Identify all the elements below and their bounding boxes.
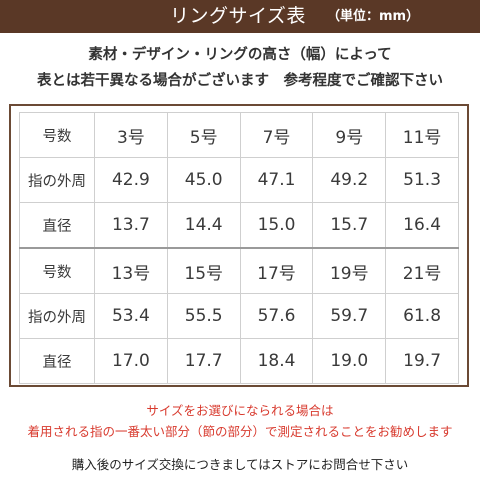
circumference-cell: 55.5	[166, 293, 241, 339]
size-cell: 11号	[385, 112, 459, 158]
size-cell: 7号	[239, 112, 314, 158]
circumference-cell: 51.3	[385, 157, 459, 203]
size-cell: 17号	[239, 247, 314, 294]
measurement-note-line-1: サイズをお選びになられる場合は	[146, 403, 334, 418]
diameter-cell: 15.7	[312, 202, 387, 249]
unit-label: （単位：mm）	[327, 9, 420, 24]
measurement-note-line-2: 着用される指の一番太い部分（節の部分）で測定されることをお勧めします	[27, 424, 453, 439]
size-cell: 9号	[312, 112, 387, 158]
circumference-cell: 42.9	[94, 157, 168, 203]
table-row-circumference: 指の外周 42.9 45.0 47.1 49.2 51.3	[19, 157, 459, 203]
size-cell: 15号	[166, 247, 241, 294]
diameter-cell: 16.4	[385, 202, 459, 249]
table-row-size-numbers: 号数 3号 5号 7号 9号 11号	[19, 112, 459, 158]
notice-line-1: 素材・デザイン・リングの高さ（幅）によって	[88, 47, 392, 63]
size-cell: 13号	[94, 247, 168, 294]
table-row-diameter: 直径 13.7 14.4 15.0 15.7 16.4	[19, 202, 459, 249]
size-cell: 19号	[312, 247, 387, 294]
header-bar: リングサイズ表 （単位：mm）	[0, 0, 480, 33]
diameter-cell: 14.4	[166, 202, 241, 249]
diameter-cell: 13.7	[94, 202, 168, 249]
diameter-cell: 19.0	[312, 338, 387, 384]
row-label-size: 号数	[19, 247, 95, 294]
diameter-cell: 15.0	[239, 202, 314, 249]
row-label-size: 号数	[19, 112, 95, 158]
notice-line-2: 表とは若干異なる場合がございます 参考程度でご確認下さい	[37, 73, 443, 89]
size-table-frame: 号数 3号 5号 7号 9号 11号 指の外周 42.9 45.0 47.1 4…	[9, 104, 469, 387]
diameter-cell: 18.4	[239, 338, 314, 384]
circumference-cell: 57.6	[239, 293, 314, 339]
page-title: リングサイズ表	[170, 5, 306, 27]
exchange-notice: 購入後のサイズ交換につきましてはストアにお問合せ下さい	[71, 457, 409, 472]
table-row-circumference: 指の外周 53.4 55.5 57.6 59.7 61.8	[19, 293, 459, 339]
diameter-cell: 17.0	[94, 338, 168, 384]
circumference-cell: 45.0	[166, 157, 241, 203]
circumference-cell: 47.1	[239, 157, 314, 203]
ring-size-table: 号数 3号 5号 7号 9号 11号 指の外周 42.9 45.0 47.1 4…	[19, 112, 459, 384]
circumference-cell: 59.7	[312, 293, 387, 339]
size-cell: 3号	[94, 112, 168, 158]
size-cell: 5号	[166, 112, 241, 158]
row-label-diameter: 直径	[19, 202, 95, 249]
circumference-cell: 49.2	[312, 157, 387, 203]
table-row-diameter: 直径 17.0 17.7 18.4 19.0 19.7	[19, 338, 459, 384]
size-cell: 21号	[385, 247, 459, 294]
circumference-cell: 61.8	[385, 293, 459, 339]
diameter-cell: 17.7	[166, 338, 241, 384]
circumference-cell: 53.4	[94, 293, 168, 339]
table-row-size-numbers: 号数 13号 15号 17号 19号 21号	[19, 247, 459, 294]
diameter-cell: 19.7	[385, 338, 459, 384]
row-label-circumference: 指の外周	[19, 293, 95, 339]
row-label-diameter: 直径	[19, 338, 95, 384]
row-label-circumference: 指の外周	[19, 157, 95, 203]
